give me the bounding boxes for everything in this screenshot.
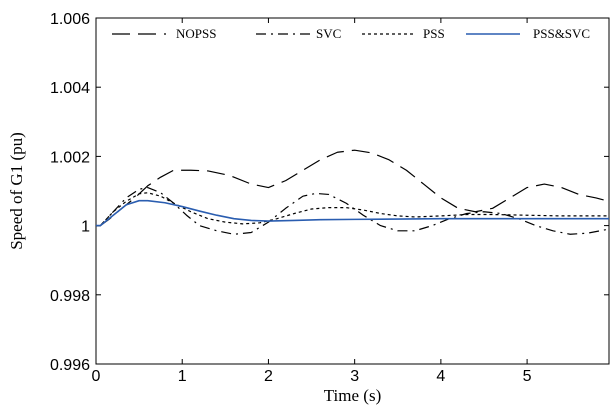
legend-label: SVC [316,26,341,41]
plot-frame [95,17,610,365]
y-tick-label: 1 [81,219,90,236]
series-line-pss [96,192,609,227]
legend: NOPSS SVC PSS PSS&SVC [112,26,590,41]
x-tick-label: 4 [436,368,445,385]
x-tick-label: 1 [178,368,187,385]
y-tick-label: 1.002 [50,149,90,166]
y-axis-label: Speed of G1 (pu) [7,132,26,250]
x-axis: 0 1 2 3 4 5 [92,18,532,385]
x-tick-label: 2 [264,368,273,385]
y-tick-label: 0.998 [50,288,90,305]
x-tick-label: 3 [350,368,359,385]
y-tick-label: 1.006 [50,11,90,28]
legend-label: PSS&SVC [533,26,590,41]
plot-area [95,17,610,365]
x-tick-label: 5 [523,368,532,385]
y-tick-label: 0.996 [50,357,90,374]
series-line-svc [96,186,610,235]
x-tick-label: 0 [92,368,101,385]
x-axis-label: Time (s) [324,386,381,405]
series-line-nopss [96,149,610,227]
series-line-pss-svc [96,199,609,227]
series-layer [96,149,610,235]
y-tick-label: 1.004 [50,80,90,97]
legend-label: PSS [423,26,445,41]
y-axis: 0.996 0.998 1 1.002 1.004 1.006 [50,11,609,374]
legend-label: NOPSS [176,26,216,41]
